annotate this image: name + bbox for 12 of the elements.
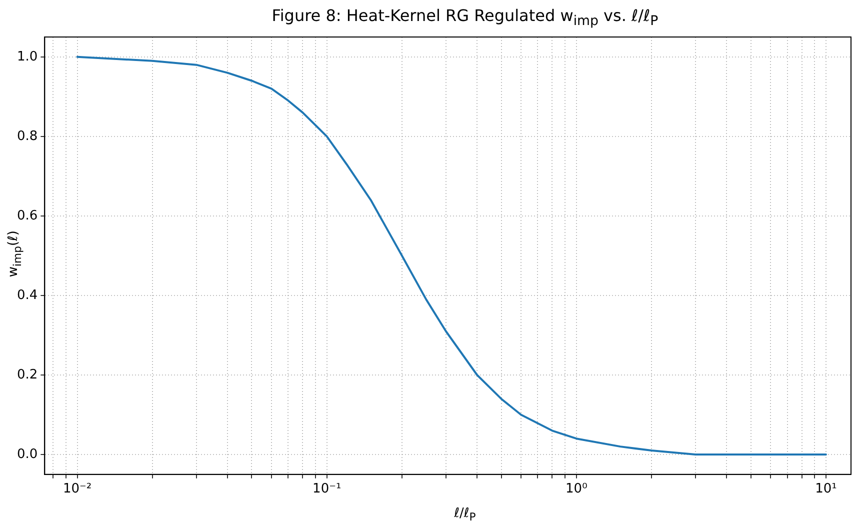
y-tick-label: 0.0 — [16, 446, 38, 462]
x-tick-label: 10⁰ — [566, 482, 588, 497]
y-tick-label: 0.2 — [16, 367, 38, 382]
x-axis-title: ℓ/ℓ$_{P}$ — [453, 506, 477, 524]
chart-title: Figure 8: Heat-Kernel RG Regulated w$_{imp}$ vs. ℓ/ℓ$_{P}$ — [270, 6, 660, 30]
x-tick-label: 10¹ — [815, 482, 837, 497]
x-tick-label: 10⁻² — [62, 482, 92, 497]
y-tick-label: 0.8 — [16, 128, 38, 144]
x-tick-label: 10⁻¹ — [312, 482, 342, 497]
y-tick-label: 0.6 — [16, 208, 38, 224]
y-tick-label: 0.4 — [16, 288, 38, 303]
y-tick-label: 1.0 — [16, 49, 38, 64]
